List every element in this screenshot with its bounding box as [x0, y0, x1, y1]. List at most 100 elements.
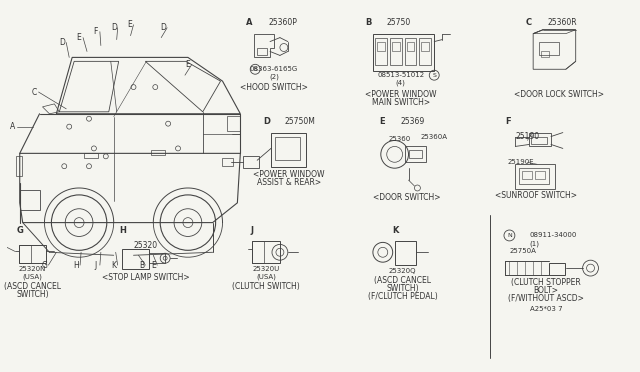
- Text: N: N: [507, 233, 512, 238]
- Text: J: J: [95, 261, 97, 270]
- Text: D: D: [111, 23, 116, 32]
- Text: 25750A: 25750A: [509, 248, 536, 254]
- Text: J: J: [250, 226, 253, 235]
- Bar: [227, 116, 241, 131]
- Bar: [375, 38, 387, 65]
- Text: (CLUTCH SWITCH): (CLUTCH SWITCH): [232, 282, 300, 291]
- Text: 25750M: 25750M: [285, 117, 316, 126]
- Bar: [122, 249, 149, 269]
- Text: K: K: [111, 261, 116, 270]
- Text: B: B: [365, 18, 371, 27]
- Text: (4): (4): [396, 80, 406, 86]
- Bar: [275, 137, 300, 160]
- Text: A: A: [246, 18, 253, 27]
- Bar: [515, 164, 555, 189]
- Text: A25*03 7: A25*03 7: [530, 306, 563, 312]
- Text: E: E: [186, 60, 190, 69]
- Text: 25320: 25320: [134, 241, 157, 250]
- Bar: [529, 132, 551, 147]
- Bar: [377, 42, 385, 51]
- Bar: [19, 246, 31, 263]
- Text: E: E: [127, 20, 132, 29]
- Text: 25320N: 25320N: [19, 266, 46, 272]
- Bar: [252, 241, 280, 263]
- Text: A: A: [10, 122, 15, 131]
- Text: MAIN SWITCH>: MAIN SWITCH>: [372, 99, 429, 108]
- Bar: [539, 42, 559, 55]
- Text: (USA): (USA): [22, 274, 42, 280]
- Text: <HOOD SWITCH>: <HOOD SWITCH>: [240, 83, 308, 92]
- Bar: [395, 241, 417, 265]
- Bar: [149, 253, 165, 263]
- Bar: [252, 241, 264, 263]
- Text: (F/WITHOUT ASCD>: (F/WITHOUT ASCD>: [508, 294, 584, 303]
- Text: (USA): (USA): [256, 274, 276, 280]
- Bar: [535, 171, 545, 179]
- Text: E: E: [151, 261, 156, 270]
- Bar: [404, 147, 426, 162]
- Bar: [519, 168, 549, 184]
- Text: S: S: [432, 73, 436, 78]
- Text: <DOOR SWITCH>: <DOOR SWITCH>: [372, 193, 440, 202]
- Text: <POWER WINDOW: <POWER WINDOW: [253, 170, 324, 179]
- Text: 25360P: 25360P: [268, 18, 297, 27]
- Text: 25190E: 25190E: [508, 159, 534, 165]
- Bar: [373, 33, 434, 71]
- Text: H: H: [73, 261, 79, 270]
- Bar: [390, 38, 401, 65]
- Bar: [404, 38, 417, 65]
- Text: C: C: [525, 18, 531, 27]
- Text: S: S: [253, 67, 257, 72]
- Text: 25320U: 25320U: [252, 266, 280, 272]
- Text: 25320Q: 25320Q: [389, 268, 417, 274]
- Text: F: F: [506, 117, 511, 126]
- Text: 25360R: 25360R: [547, 18, 577, 27]
- Text: <POWER WINDOW: <POWER WINDOW: [365, 90, 436, 99]
- Bar: [271, 132, 306, 167]
- Text: (2): (2): [269, 74, 279, 80]
- Bar: [19, 246, 47, 263]
- Text: 25360: 25360: [388, 135, 411, 141]
- Bar: [541, 51, 549, 57]
- Text: BOLT>: BOLT>: [534, 286, 559, 295]
- Text: (ASCD CANCEL: (ASCD CANCEL: [4, 282, 61, 291]
- Bar: [151, 150, 165, 155]
- Text: <DOOR LOCK SWITCH>: <DOOR LOCK SWITCH>: [514, 90, 604, 99]
- Text: SWITCH): SWITCH): [16, 290, 49, 299]
- Text: 25190: 25190: [515, 132, 540, 141]
- Text: K: K: [393, 226, 399, 235]
- Text: H: H: [120, 226, 127, 235]
- Text: (ASCD CANCEL: (ASCD CANCEL: [374, 276, 431, 285]
- Text: D: D: [60, 38, 65, 47]
- Text: 25360A: 25360A: [420, 134, 447, 140]
- Text: (1): (1): [529, 240, 540, 247]
- Text: 08911-34000: 08911-34000: [529, 232, 577, 238]
- Bar: [221, 158, 234, 166]
- Text: D: D: [160, 23, 166, 32]
- Text: G: G: [42, 261, 47, 270]
- Bar: [257, 48, 267, 55]
- Text: C: C: [32, 87, 37, 96]
- Bar: [421, 42, 429, 51]
- Bar: [406, 42, 415, 51]
- Bar: [16, 156, 22, 176]
- Bar: [84, 153, 98, 158]
- Text: <STOP LAMP SWITCH>: <STOP LAMP SWITCH>: [102, 273, 189, 282]
- Text: E: E: [379, 117, 385, 126]
- Text: (CLUTCH STOPPER: (CLUTCH STOPPER: [511, 279, 581, 288]
- Bar: [531, 137, 547, 144]
- Text: SWITCH): SWITCH): [387, 284, 419, 294]
- Text: ASSIST & REAR>: ASSIST & REAR>: [257, 177, 321, 186]
- Text: 25750: 25750: [387, 18, 411, 27]
- Bar: [419, 38, 431, 65]
- Text: <SUNROOF SWITCH>: <SUNROOF SWITCH>: [495, 191, 577, 201]
- Text: 08513-51012: 08513-51012: [377, 72, 424, 78]
- Text: F: F: [93, 27, 98, 36]
- Text: D: D: [263, 117, 270, 126]
- Text: G: G: [17, 226, 24, 235]
- Text: E: E: [77, 33, 81, 42]
- Text: 25369: 25369: [401, 117, 425, 126]
- Text: B: B: [139, 261, 144, 270]
- Bar: [392, 42, 399, 51]
- Bar: [408, 150, 422, 158]
